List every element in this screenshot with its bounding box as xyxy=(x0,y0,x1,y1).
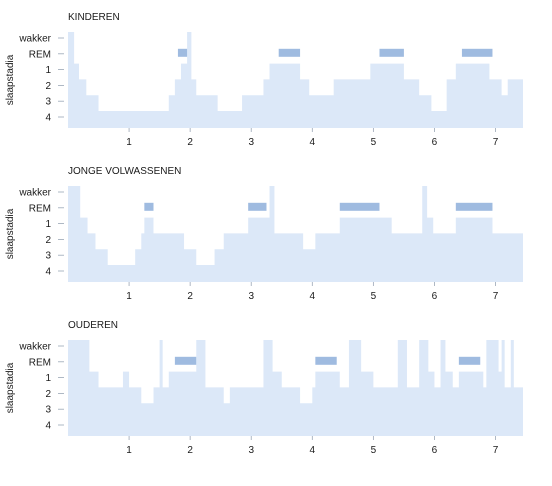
y-tick-label: REM xyxy=(29,357,51,368)
rem-period-bar xyxy=(461,48,493,57)
panel-title: KINDEREN xyxy=(68,12,120,23)
hypnogram-area xyxy=(68,186,523,282)
x-tick-label: 7 xyxy=(493,445,499,456)
rem-period-bar xyxy=(248,202,267,211)
x-tick-label: 2 xyxy=(187,291,193,302)
y-tick-label: 3 xyxy=(45,405,51,416)
y-tick-label: 2 xyxy=(45,235,51,246)
x-tick-label: 2 xyxy=(187,445,193,456)
y-tick-label: 4 xyxy=(45,421,51,432)
y-tick-label: 1 xyxy=(45,219,51,230)
rem-period-bar xyxy=(455,202,493,211)
y-tick-label: 4 xyxy=(45,267,51,278)
y-tick-label: 2 xyxy=(45,389,51,400)
rem-period-bar xyxy=(379,48,404,57)
x-tick-label: 5 xyxy=(371,137,377,148)
y-tick-label: wakker xyxy=(18,188,51,199)
panel-title: JONGE VOLWASSENEN xyxy=(68,166,181,177)
y-axis-label: slaapstadia xyxy=(5,54,16,105)
x-tick-label: 6 xyxy=(432,137,438,148)
y-tick-label: 1 xyxy=(45,65,51,76)
rem-period-bar xyxy=(177,48,188,57)
y-tick-label: 1 xyxy=(45,373,51,384)
rem-period-bar xyxy=(315,356,337,365)
y-tick-label: 2 xyxy=(45,81,51,92)
y-tick-label: wakker xyxy=(18,34,51,45)
rem-period-bar xyxy=(339,202,380,211)
x-tick-label: 7 xyxy=(493,291,499,302)
y-axis-label: slaapstadia xyxy=(5,208,16,259)
y-tick-label: 4 xyxy=(45,113,51,124)
x-tick-label: 2 xyxy=(187,137,193,148)
panel-title: OUDEREN xyxy=(68,320,118,331)
x-tick-label: 5 xyxy=(371,291,377,302)
hypnogram-area xyxy=(68,340,523,436)
x-tick-label: 4 xyxy=(310,137,316,148)
rem-period-bar xyxy=(144,202,154,211)
x-tick-label: 1 xyxy=(126,291,132,302)
x-tick-label: 1 xyxy=(126,137,132,148)
x-tick-label: 3 xyxy=(248,445,254,456)
y-tick-label: 3 xyxy=(45,97,51,108)
y-tick-label: wakker xyxy=(18,342,51,353)
y-tick-label: 3 xyxy=(45,251,51,262)
x-tick-label: 6 xyxy=(432,445,438,456)
x-tick-label: 4 xyxy=(310,445,316,456)
y-tick-label: REM xyxy=(29,203,51,214)
x-tick-label: 1 xyxy=(126,445,132,456)
y-axis-label: slaapstadia xyxy=(5,362,16,413)
x-tick-label: 5 xyxy=(371,445,377,456)
x-tick-label: 4 xyxy=(310,291,316,302)
x-tick-label: 7 xyxy=(493,137,499,148)
rem-period-bar xyxy=(278,48,301,57)
x-tick-label: 6 xyxy=(432,291,438,302)
x-tick-label: 3 xyxy=(248,291,254,302)
hypnogram-area xyxy=(68,32,523,128)
rem-period-bar xyxy=(458,356,481,365)
x-tick-label: 3 xyxy=(248,137,254,148)
y-tick-label: REM xyxy=(29,49,51,60)
rem-period-bar xyxy=(174,356,197,365)
